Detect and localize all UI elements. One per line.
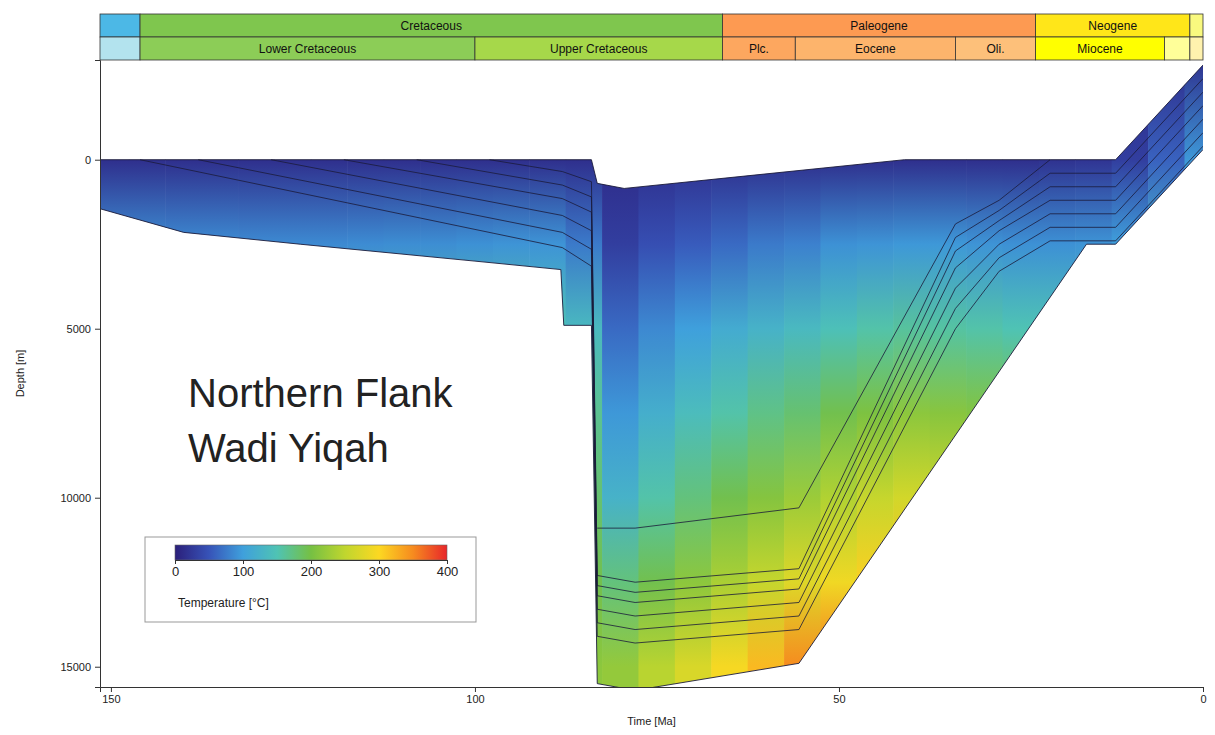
time-scale-cell [1036, 14, 1190, 37]
color-bar-title: Temperature [°C] [178, 596, 269, 610]
temperature-column [1148, 60, 1185, 687]
time-scale-label: Plc. [749, 42, 769, 56]
tick: 0 [1200, 687, 1206, 705]
temperature-column [1112, 60, 1149, 687]
color-bar-axis: 0 100 200 300 400 [172, 560, 458, 579]
temperature-column [930, 60, 967, 687]
tick-label: 0 [85, 154, 91, 166]
tick-mark [95, 498, 100, 499]
tick: 0 [172, 560, 179, 579]
time-scale-cell [1190, 14, 1203, 37]
temperature-column [100, 60, 129, 687]
time-scale-cell [1036, 37, 1165, 60]
tick-label: 0 [172, 564, 179, 579]
temperature-column [711, 60, 748, 687]
tick: 150 [102, 687, 120, 705]
x-axis: 150 100 50 0 [101, 687, 1207, 705]
time-scale-label: Lower Cretaceous [259, 42, 356, 56]
time-scale-cell [140, 37, 475, 60]
time-scale-cell [722, 14, 1035, 37]
temperature-column [784, 60, 821, 687]
time-scale: Cretaceous Paleogene Neogene Lower Cretaceo… [100, 14, 1203, 60]
tick: 15000 [60, 661, 100, 673]
temperature-column [1039, 60, 1076, 687]
annotation: Wadi Yiqah [188, 426, 389, 470]
time-scale-cell [100, 14, 140, 37]
horizon [344, 106, 1203, 603]
tick: 400 [437, 560, 459, 579]
surface-line [100, 65, 1203, 188]
tick: 100 [466, 687, 484, 705]
time-scale-cell [722, 37, 795, 60]
color-bar: 0 100 200 300 400 Temperature [°C] [145, 537, 476, 622]
time-scale-label: Cretaceous [401, 19, 462, 33]
tick-label: 150 [102, 693, 120, 705]
tick-mark [111, 687, 112, 692]
tick-label: 100 [233, 564, 255, 579]
base-line [100, 150, 1203, 687]
time-scale-cell [100, 37, 140, 60]
axis-line [101, 688, 1204, 693]
tick-label: 15000 [60, 661, 91, 673]
time-scale-cell [475, 37, 723, 60]
time-scale-cell [1190, 37, 1203, 60]
time-scale-cell [140, 14, 722, 37]
tick-mark [95, 160, 100, 161]
horizon [140, 146, 1203, 643]
tick-label: 0 [1200, 693, 1206, 705]
tick: 200 [301, 560, 323, 579]
plot-area [100, 60, 1203, 687]
tick: 100 [233, 560, 255, 579]
temperature-column [1002, 60, 1039, 687]
tick-label: 400 [437, 564, 459, 579]
color-bar-box [145, 537, 476, 622]
x-axis-title: Time [Ma] [627, 715, 676, 727]
temperature-column [1184, 60, 1203, 687]
time-scale-cell [955, 37, 1035, 60]
time-scale-cell [795, 37, 955, 60]
annotation: Northern Flank [188, 371, 454, 415]
model [100, 60, 1203, 687]
tick-label: 200 [301, 564, 323, 579]
y-axis: 0 5000 10000 15000 [60, 61, 100, 688]
tick: 50 [833, 687, 845, 705]
temperature-column [638, 60, 675, 687]
chart: 150100500050001000015000Time [Ma]Depth [… [0, 0, 1215, 735]
time-scale-label: Oli. [987, 42, 1005, 56]
tick: 5000 [67, 323, 100, 335]
axis-line [95, 61, 101, 688]
time-scale-label: Eocene [855, 42, 896, 56]
tick-label: 5000 [67, 323, 91, 335]
tick: 0 [85, 154, 100, 166]
tick-mark [95, 667, 100, 668]
time-scale-label: Miocene [1077, 42, 1123, 56]
tick-label: 50 [833, 693, 845, 705]
horizon [597, 160, 1050, 528]
temperature-column [857, 60, 894, 687]
temperature-column [493, 60, 530, 687]
tick: 10000 [60, 492, 100, 504]
tick-label: 300 [369, 564, 391, 579]
tick-label: 10000 [60, 492, 91, 504]
time-scale-cell [1164, 37, 1189, 60]
tick: 300 [369, 560, 391, 579]
tick-mark [95, 329, 100, 330]
temperature-column [820, 60, 857, 687]
tick-mark [475, 687, 476, 692]
time-scale-label: Paleogene [850, 19, 908, 33]
temperature-column [1075, 60, 1112, 687]
temperature-column [529, 60, 566, 687]
tick-mark [1203, 687, 1204, 692]
tick-mark [839, 687, 840, 692]
color-bar-scale [175, 545, 447, 560]
tick-label: 100 [466, 693, 484, 705]
temperature-column [893, 60, 930, 687]
time-scale-label: Upper Cretaceous [550, 42, 647, 56]
y-axis-title: Depth [m] [14, 350, 26, 398]
horizon [490, 79, 1203, 583]
temperature-column [602, 60, 639, 687]
temperature-column [675, 60, 712, 687]
time-scale-label: Neogene [1088, 19, 1137, 33]
